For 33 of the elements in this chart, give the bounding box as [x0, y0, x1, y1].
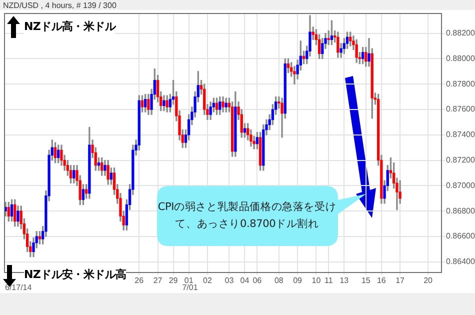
x-tick-label: 10: [312, 276, 322, 286]
x-tick-label: 13: [340, 276, 350, 286]
y-tick-label: 0.86600: [446, 232, 475, 241]
x-tick-label: 03: [224, 276, 234, 286]
x-tick-label: 02: [203, 276, 212, 286]
y-tick-label: 0.87800: [446, 79, 475, 88]
y-tick-label: 0.87600: [446, 104, 475, 114]
y-tick-label: 0.88200: [446, 28, 475, 38]
x-tick-label: 17: [396, 276, 406, 286]
y-tick-label: 0.87000: [446, 180, 475, 190]
x-tick-label: 29: [168, 276, 178, 286]
annotation: NZドル高・米ドル: [24, 18, 116, 36]
annotation: NZドル安・米ドル高: [24, 266, 126, 284]
annotation: CPIの弱さと乳製品価格の急落を受けて、あっさり0.8700ドル割れ: [156, 200, 338, 232]
x-tick-label: 15: [361, 276, 371, 286]
x-tick-label: 20: [424, 276, 434, 286]
chart-title: NZD/USD , 4 hours, # 139 / 300: [3, 1, 117, 10]
y-tick-label: 0.86400: [446, 257, 475, 266]
x-tick-label: 26: [134, 276, 144, 286]
x-tick-label: 08: [274, 276, 284, 286]
x-tick-label: 01: [184, 276, 194, 286]
x-tick-label: 16: [376, 276, 386, 286]
x-tick-label: 27: [153, 276, 163, 286]
y-tick-label: 0.87200: [446, 155, 475, 164]
y-tick-label: 0.86800: [446, 206, 475, 216]
x-tick-label: 06: [252, 276, 262, 286]
y-tick-label: 0.87400: [446, 130, 475, 140]
text: 6/17/14: [5, 283, 32, 292]
y-tick-label: 0.88000: [446, 54, 475, 63]
x-tick-label: 04: [240, 276, 250, 286]
x-tick-label: 09: [293, 276, 303, 286]
text: 7/01: [182, 283, 198, 292]
x-tick-label: 11: [324, 276, 334, 286]
